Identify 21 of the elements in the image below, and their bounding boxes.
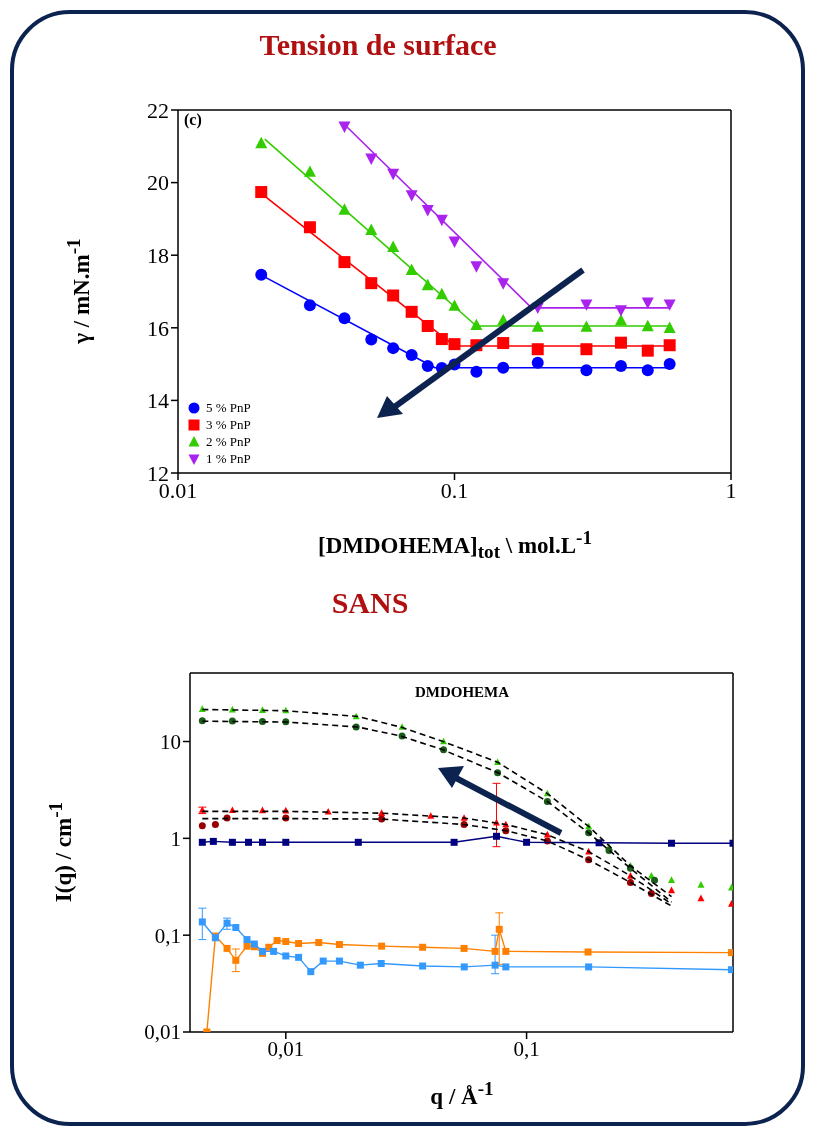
x-axis-title: [DMDOHEMA]$_{tot}$ \ mol.L$^{-1}$ (317, 527, 593, 564)
legend-label: 2 % PnP (206, 433, 251, 450)
x-tick-label: 0.1 (440, 477, 469, 503)
x-tick-label: 1 (725, 477, 737, 503)
y-tick-label: 16 (147, 315, 169, 341)
annotation: (c) (184, 111, 202, 129)
legend-label: 5 % PnP (206, 399, 251, 416)
y-tick-label: 10 (160, 729, 181, 754)
y-tick-label: 0,1 (154, 923, 181, 948)
chart-title: SANS (330, 586, 410, 620)
y-tick-label: 14 (147, 388, 169, 414)
y-tick-label: 18 (147, 243, 169, 269)
legend-label: 1 % PnP (206, 450, 251, 467)
chart-title: Tension de surface (258, 28, 498, 62)
y-tick-label: 22 (147, 97, 169, 123)
legend-label: 3 % PnP (206, 416, 251, 433)
x-axis-title: q / Å$^{-1}$ (429, 1078, 495, 1110)
y-tick-label: 1 (170, 826, 181, 851)
y-tick-label: 0,01 (144, 1020, 181, 1045)
annotation: DMDOHEMA (413, 684, 511, 701)
y-tick-label: 20 (147, 170, 169, 196)
